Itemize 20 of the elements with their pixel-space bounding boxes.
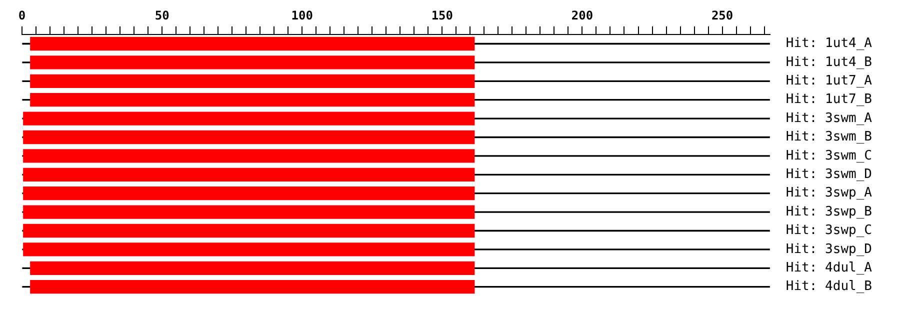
y-tick-label: Hit: 3swp_D [786, 242, 872, 257]
y-tick-label: Hit: 3swp_B [786, 204, 872, 220]
x-tick-label: 150 [431, 8, 454, 22]
y-tick-label: Hit: 3swm_B [786, 130, 872, 145]
x-tick-label: 200 [571, 8, 594, 22]
y-tick-label: Hit: 1ut7_B [786, 92, 872, 108]
y-tick-label: Hit: 3swm_A [786, 110, 872, 126]
y-tick-label: Hit: 1ut7_A [786, 74, 872, 89]
y-tick-label: Hit: 3swm_D [786, 167, 872, 182]
x-tick-label: 50 [154, 8, 170, 22]
y-tick-label: Hit: 4dul_B [786, 279, 872, 294]
x-tick-label: 100 [291, 8, 313, 22]
y-tick-label: Hit: 3swm_C [786, 148, 872, 164]
y-tick-label: Hit: 1ut4_A [786, 36, 872, 52]
x-tick-label: 250 [711, 8, 734, 22]
y-tick-label: Hit: 4dul_A [786, 260, 872, 276]
y-tick-label: Hit: 3swp_A [786, 186, 872, 201]
x-tick-label: 0 [18, 8, 26, 22]
y-tick-label: Hit: 3swp_C [786, 223, 872, 238]
y-tick-label: Hit: 1ut4_B [786, 54, 872, 70]
